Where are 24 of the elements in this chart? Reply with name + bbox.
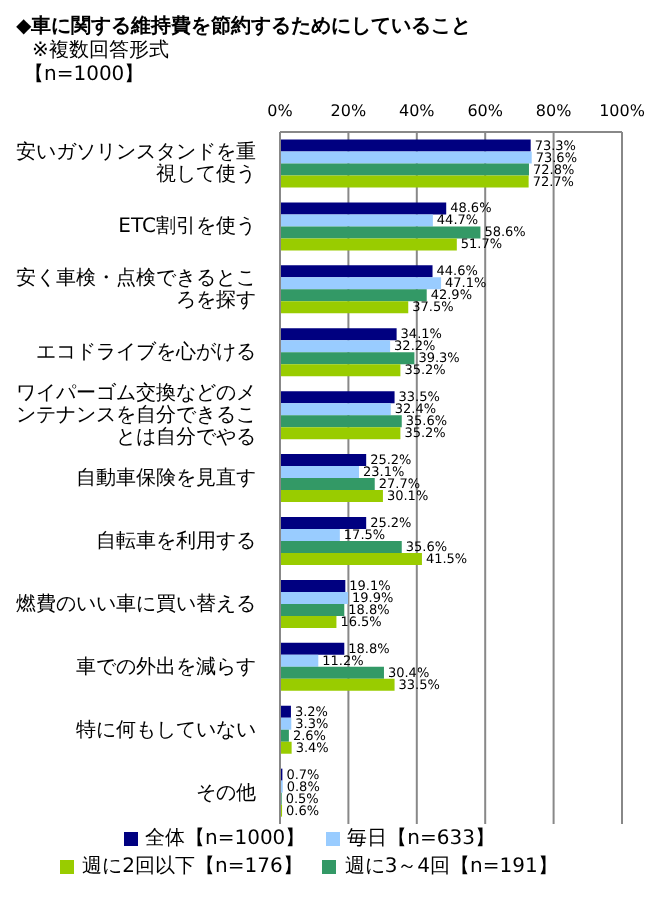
legend-label: 全体【n=1000】 [145, 828, 306, 850]
y-tick-label: 自転車を利用する [96, 527, 256, 552]
y-tick-label: 安いガソリンスタンドを重視して使う [16, 139, 256, 186]
y-tick-label: エコドライブを心がける [36, 339, 256, 364]
y-tick-label: 特に何もしていない [76, 716, 256, 741]
y-tick-label: 自動車保険を見直す [76, 465, 256, 489]
y-tick-label: ワイパーゴム交換などのメンテナンスを自分できることは自分でやる [16, 380, 256, 449]
x-tick-label: 40% [399, 102, 436, 120]
y-tick-label: ETC割引を使う [118, 213, 256, 238]
y-tick-label: その他 [196, 779, 256, 804]
text: 【n=1000】 [22, 64, 147, 88]
y-tick-label: 燃費のいい車に買い替える [16, 590, 256, 615]
x-tick-label: 60% [467, 102, 504, 120]
x-tick-label: 100% [599, 102, 646, 120]
text: ※複数回答形式 [30, 40, 171, 63]
chart-title: ◆車に関する維持費を節約するためにしていること [16, 16, 474, 39]
legend-label: 毎日【n=633】 [347, 828, 495, 850]
x-tick-label: 20% [330, 102, 367, 120]
x-tick-label: 0% [267, 102, 294, 120]
x-tick-label: 80% [535, 102, 573, 120]
legend-label: 週に2回以下【n=176】 [82, 856, 303, 878]
y-tick-label: 車での外出を減らす [76, 653, 256, 678]
y-tick-label: 安く車検・点検できるところを探す [16, 265, 256, 312]
legend-label: 週に3～4回【n=191】 [344, 856, 558, 878]
